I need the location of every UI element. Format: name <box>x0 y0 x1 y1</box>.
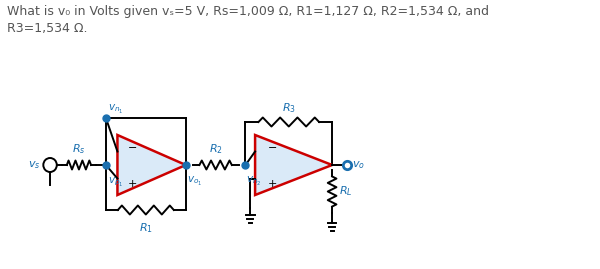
Text: $v_o$: $v_o$ <box>352 159 365 171</box>
Text: $+$: $+$ <box>127 178 137 189</box>
Polygon shape <box>118 135 186 195</box>
Text: $+$: $+$ <box>267 178 277 189</box>
Text: $R_L$: $R_L$ <box>339 185 352 199</box>
Text: $v_{n_2}$: $v_{n_2}$ <box>247 175 262 188</box>
Text: $v_s$: $v_s$ <box>28 159 40 171</box>
Text: $R_1$: $R_1$ <box>139 221 153 235</box>
Text: $v_{n_1}$: $v_{n_1}$ <box>108 103 124 116</box>
Text: What is v₀ in Volts given vₛ=5 V, Rs=1,009 Ω, R1=1,127 Ω, R2=1,534 Ω, and: What is v₀ in Volts given vₛ=5 V, Rs=1,0… <box>7 5 489 18</box>
Text: $R_s$: $R_s$ <box>72 142 86 156</box>
Text: $v_{p_1}$: $v_{p_1}$ <box>108 175 124 188</box>
Text: $R_2$: $R_2$ <box>209 142 223 156</box>
Text: R3=1,534 Ω.: R3=1,534 Ω. <box>7 22 87 35</box>
Text: $-$: $-$ <box>267 141 277 151</box>
Text: $-$: $-$ <box>127 141 137 151</box>
Text: $R_3$: $R_3$ <box>282 101 296 115</box>
Text: $v_{o_1}$: $v_{o_1}$ <box>187 175 202 188</box>
Polygon shape <box>255 135 332 195</box>
